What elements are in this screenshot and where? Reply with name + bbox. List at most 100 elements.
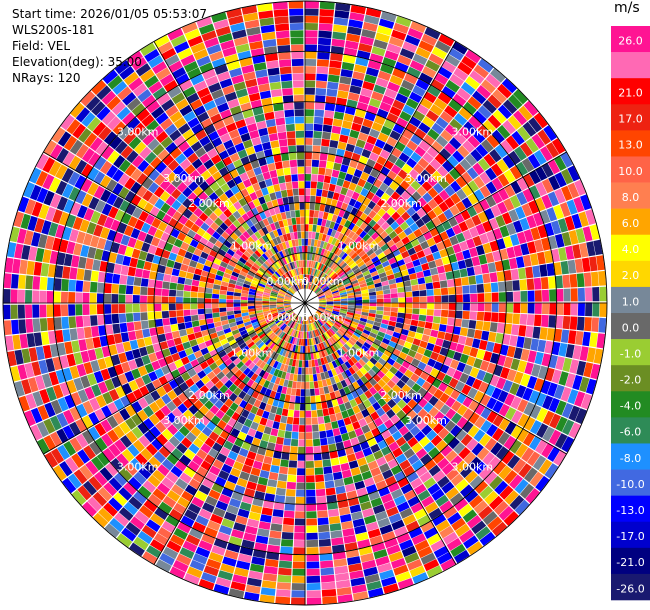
velocity-gate [445, 79, 460, 93]
velocity-gate [204, 339, 214, 347]
velocity-gate [185, 378, 195, 388]
velocity-gate [349, 336, 358, 344]
velocity-gate [459, 241, 469, 251]
velocity-gate [285, 489, 296, 497]
velocity-gate [261, 226, 269, 235]
velocity-gate [180, 515, 195, 528]
velocity-gate [331, 288, 339, 293]
velocity-gate [551, 220, 562, 235]
velocity-gate [161, 311, 170, 319]
velocity-gate [454, 278, 462, 287]
velocity-gate [137, 397, 149, 409]
velocity-gate [452, 150, 465, 163]
velocity-gate [367, 284, 375, 290]
velocity-gate [357, 194, 366, 203]
velocity-gate [45, 358, 56, 373]
velocity-gate [324, 235, 331, 243]
velocity-gate [204, 186, 214, 197]
velocity-gate [226, 335, 235, 343]
velocity-gate [513, 245, 523, 257]
velocity-gate [203, 197, 213, 207]
velocity-gate [41, 373, 53, 388]
velocity-gate [381, 95, 395, 106]
velocity-gate [318, 538, 331, 547]
velocity-gate [479, 171, 491, 185]
velocity-gate [187, 117, 200, 129]
velocity-gate [324, 103, 336, 112]
velocity-gate [206, 357, 215, 366]
velocity-gate [318, 524, 330, 533]
velocity-gate [344, 228, 352, 237]
velocity-gate [253, 399, 262, 408]
velocity-gate [188, 394, 199, 404]
velocity-gate [282, 356, 288, 365]
velocity-gate [323, 466, 333, 475]
velocity-gate [415, 448, 428, 460]
velocity-gate [160, 202, 171, 214]
velocity-gate [434, 295, 442, 303]
azimuth-line [304, 302, 567, 455]
velocity-gate [351, 233, 359, 242]
velocity-gate [258, 237, 266, 245]
velocity-gate [346, 392, 354, 401]
velocity-gate [265, 486, 277, 495]
velocity-gate [274, 110, 285, 119]
velocity-gate [472, 130, 486, 144]
velocity-gate [231, 444, 241, 454]
velocity-gate [244, 434, 254, 444]
velocity-gate [308, 282, 311, 290]
velocity-gate [449, 137, 462, 150]
velocity-gate [401, 236, 411, 245]
velocity-gate [221, 231, 230, 240]
velocity-gate [82, 480, 97, 496]
velocity-gate [542, 302, 550, 315]
velocity-gate [254, 367, 263, 376]
velocity-gate [289, 453, 298, 461]
velocity-gate [479, 531, 496, 546]
velocity-gate [304, 260, 307, 268]
velocity-gate [163, 325, 172, 334]
velocity-gate [442, 339, 451, 349]
velocity-gate [310, 338, 314, 346]
velocity-gate [134, 510, 150, 525]
velocity-gate [340, 513, 352, 523]
velocity-gate [176, 303, 183, 310]
velocity-gate [305, 410, 312, 418]
velocity-gate [255, 295, 263, 299]
velocity-gate [380, 63, 394, 75]
velocity-gate [528, 390, 540, 404]
velocity-gate [382, 315, 390, 321]
velocity-gate [490, 282, 499, 293]
velocity-gate [425, 282, 434, 290]
velocity-gate [402, 146, 414, 157]
velocity-gate [361, 311, 369, 316]
velocity-gate [191, 320, 200, 328]
velocity-gate [541, 194, 553, 209]
velocity-gate [209, 385, 219, 395]
velocity-gate [444, 197, 455, 209]
velocity-gate [307, 253, 310, 261]
velocity-gate [419, 471, 432, 483]
velocity-gate [427, 533, 442, 546]
velocity-gate [249, 255, 257, 263]
velocity-gate [551, 248, 560, 263]
velocity-gate [252, 549, 267, 559]
velocity-gate [304, 51, 317, 59]
velocity-gate [100, 160, 113, 175]
velocity-gate [48, 222, 59, 237]
velocity-gate [269, 239, 276, 247]
velocity-gate [140, 69, 155, 83]
velocity-gate [147, 287, 155, 296]
velocity-gate [432, 452, 445, 464]
velocity-gate [296, 246, 300, 254]
velocity-gate [292, 424, 299, 432]
velocity-gate [321, 334, 327, 341]
velocity-gate [284, 317, 290, 324]
velocity-gate [120, 265, 129, 276]
velocity-gate [69, 229, 79, 242]
velocity-gate [323, 312, 331, 317]
velocity-gate [99, 175, 112, 189]
velocity-gate [200, 251, 209, 260]
velocity-gate [111, 283, 119, 294]
velocity-gate [283, 299, 291, 302]
